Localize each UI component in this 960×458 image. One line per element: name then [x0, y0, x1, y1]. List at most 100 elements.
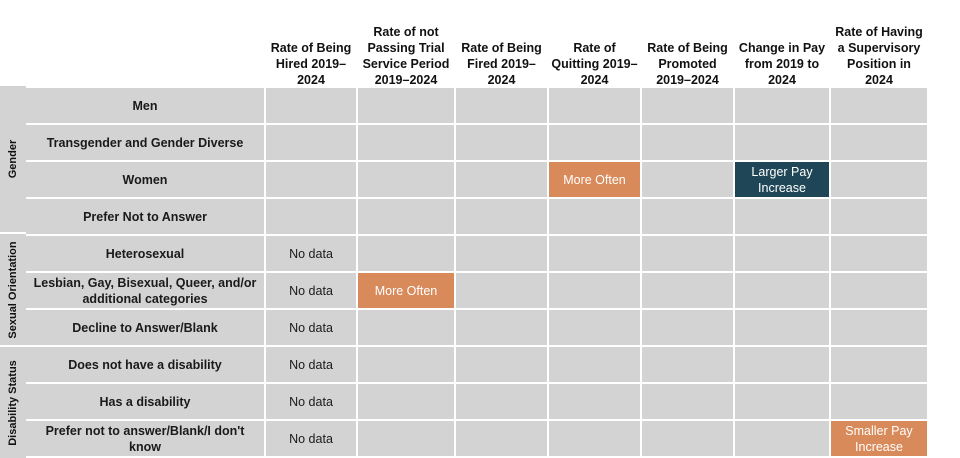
cell-pay-change	[734, 309, 831, 347]
cell-fired	[455, 198, 549, 236]
cell-quitting	[548, 124, 642, 162]
table-row: Women More Often Larger Pay Increase	[26, 161, 929, 199]
cell-supervisory	[830, 383, 929, 421]
cell-supervisory	[830, 88, 929, 125]
group-block: Gender	[0, 86, 26, 232]
cell-promoted	[641, 124, 735, 162]
row-label: Women	[26, 161, 266, 199]
cell-promoted	[641, 309, 735, 347]
no-data-label: No data	[289, 431, 333, 446]
cell-pay-change	[734, 124, 831, 162]
cell-supervisory	[830, 272, 929, 310]
no-data-label: No data	[289, 320, 333, 335]
cell-pay-change	[734, 198, 831, 236]
row-label: Heterosexual	[26, 234, 266, 273]
cell-fired	[455, 234, 549, 273]
cell-pay-change	[734, 234, 831, 273]
group-block: Sexual Orientation	[0, 234, 26, 345]
cell-trial-service	[357, 124, 456, 162]
cell-supervisory	[830, 309, 929, 347]
cell-promoted	[641, 383, 735, 421]
table-row: Has a disability No data	[26, 383, 929, 421]
cell-trial-service	[357, 383, 456, 421]
cell-pay-change: Larger Pay Increase	[734, 161, 831, 199]
cell-pay-change	[734, 88, 831, 125]
group-label: Disability Status	[7, 359, 19, 446]
cell-quitting	[548, 420, 642, 458]
row-label: Prefer not to answer/Blank/I don't know	[26, 420, 266, 458]
cell-promoted	[641, 88, 735, 125]
column-header-hired: Rate of Being Hired 2019–2024	[270, 41, 352, 87]
group-label: Gender	[7, 139, 19, 179]
cell-hired: No data	[265, 420, 358, 458]
table-row: Prefer not to answer/Blank/I don't know N…	[26, 420, 929, 458]
cell-trial-service	[357, 88, 456, 125]
column-header-trial-service: Rate of not Passing Trial Service Period…	[362, 25, 450, 87]
header-row: Rate of Being Hired 2019–2024 Rate of no…	[26, 0, 928, 88]
table-row: Transgender and Gender Diverse	[26, 124, 929, 162]
finding-badge: Smaller Pay Increase	[845, 423, 913, 454]
cell-supervisory	[830, 234, 929, 273]
cell-quitting	[548, 272, 642, 310]
table-row: Men	[26, 88, 929, 125]
cell-hired	[265, 161, 358, 199]
cell-quitting	[548, 234, 642, 273]
row-label: Lesbian, Gay, Bisexual, Queer, and/or ad…	[26, 272, 266, 310]
cell-quitting	[548, 88, 642, 125]
cell-fired	[455, 88, 549, 125]
cell-hired	[265, 88, 358, 125]
cell-promoted	[641, 198, 735, 236]
group-label: Sexual Orientation	[7, 240, 19, 339]
cell-hired	[265, 124, 358, 162]
row-label: Transgender and Gender Diverse	[26, 124, 266, 162]
cell-promoted	[641, 420, 735, 458]
cell-fired	[455, 420, 549, 458]
no-data-label: No data	[289, 283, 333, 298]
table-row: Decline to Answer/Blank No data	[26, 309, 929, 347]
table-row: Prefer Not to Answer	[26, 198, 929, 236]
row-label: Has a disability	[26, 383, 266, 421]
cell-supervisory	[830, 345, 929, 384]
finding-badge: Larger Pay Increase	[751, 164, 813, 195]
column-header-fired: Rate of Being Fired 2019–2024	[461, 41, 542, 87]
cell-trial-service: More Often	[357, 272, 456, 310]
table-row: Does not have a disability No data	[26, 345, 929, 384]
cell-fired	[455, 124, 549, 162]
results-table: Rate of Being Hired 2019–2024 Rate of no…	[26, 0, 929, 458]
cell-fired	[455, 272, 549, 310]
cell-supervisory: Smaller Pay Increase	[830, 420, 929, 458]
cell-quitting: More Often	[548, 161, 642, 199]
no-data-label: No data	[289, 394, 333, 409]
row-label: Does not have a disability	[26, 345, 266, 384]
cell-fired	[455, 345, 549, 384]
cell-pay-change	[734, 345, 831, 384]
cell-trial-service	[357, 420, 456, 458]
cell-hired: No data	[265, 345, 358, 384]
cell-hired: No data	[265, 383, 358, 421]
table-row: Heterosexual No data	[26, 234, 929, 273]
cell-promoted	[641, 161, 735, 199]
column-header-pay-change: Change in Pay from 2019 to 2024	[738, 41, 826, 87]
cell-promoted	[641, 345, 735, 384]
cell-hired: No data	[265, 272, 358, 310]
cell-supervisory	[830, 124, 929, 162]
cell-trial-service	[357, 198, 456, 236]
cell-hired: No data	[265, 309, 358, 347]
cell-trial-service	[357, 161, 456, 199]
no-data-label: No data	[289, 357, 333, 372]
cell-pay-change	[734, 272, 831, 310]
cell-trial-service	[357, 345, 456, 384]
cell-fired	[455, 383, 549, 421]
cell-fired	[455, 161, 549, 199]
cell-fired	[455, 309, 549, 347]
finding-badge: More Often	[374, 283, 438, 298]
cell-supervisory	[830, 161, 929, 199]
column-header-promoted: Rate of Being Promoted 2019–2024	[647, 41, 728, 87]
cell-quitting	[548, 383, 642, 421]
column-header-quitting: Rate of Quitting 2019–2024	[551, 41, 638, 87]
cell-pay-change	[734, 420, 831, 458]
cell-hired: No data	[265, 234, 358, 273]
cell-quitting	[548, 198, 642, 236]
finding-badge: More Often	[563, 172, 626, 187]
cell-hired	[265, 198, 358, 236]
